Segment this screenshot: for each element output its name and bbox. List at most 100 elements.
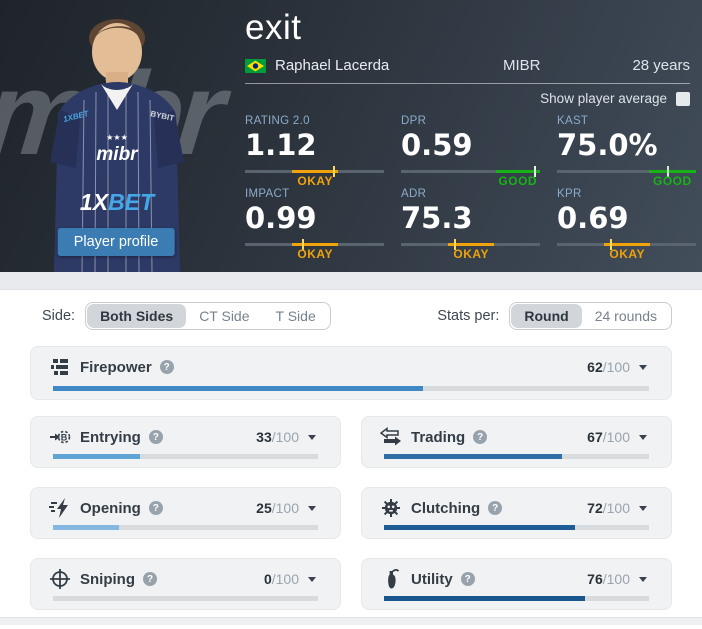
stat-label: RATING 2.0: [245, 115, 310, 127]
player-image: ★★★ mibr 1XBET 1XBET BYBIT: [50, 19, 184, 272]
skill-progress-fill: [384, 454, 562, 459]
player-team[interactable]: MIBR: [503, 57, 541, 74]
help-icon[interactable]: ?: [148, 501, 163, 515]
help-icon[interactable]: ?: [143, 572, 157, 586]
skill-progress-track: [384, 525, 649, 530]
jersey-sponsor: 1XBET: [80, 189, 156, 215]
stat-label: KAST: [557, 115, 589, 127]
stat-verdict: GOOD: [653, 173, 692, 188]
stats-per-toggle: Round 24 rounds: [509, 302, 672, 330]
sniping-icon: [49, 568, 71, 590]
help-icon[interactable]: ?: [473, 430, 488, 444]
skill-score-max: /100: [271, 571, 299, 587]
page-title: exit: [245, 8, 302, 47]
stat-label: DPR: [401, 115, 427, 127]
filter-row: Side: Both Sides CT Side T Side Stats pe…: [42, 302, 672, 330]
help-icon[interactable]: ?: [159, 360, 174, 374]
stat-impact: IMPACT 0.99 OKAY: [245, 187, 384, 261]
header-divider: [245, 83, 690, 84]
skill-score-dropdown[interactable]: 0 /100: [264, 571, 316, 587]
stat-verdict: OKAY: [297, 246, 333, 261]
stat-verdict: OKAY: [297, 173, 333, 188]
skill-progress-fill: [384, 525, 575, 530]
skill-score-dropdown[interactable]: 76 /100: [587, 571, 647, 587]
chevron-down-icon: [639, 364, 647, 370]
stat-adr: ADR 75.3 OKAY: [401, 188, 540, 261]
skill-progress-fill: [53, 386, 423, 391]
stat-bar: GOOD: [557, 165, 696, 188]
skill-progress-track: [53, 454, 318, 459]
stat-bar: OKAY: [401, 238, 540, 261]
skill-card-entrying: B Entrying ? 33 /100: [30, 416, 341, 468]
stat-dpr: DPR 0.59 GOOD: [401, 115, 540, 188]
side-option-t[interactable]: T Side: [275, 308, 316, 324]
stat-label: IMPACT: [245, 187, 290, 200]
help-icon[interactable]: ?: [488, 501, 503, 515]
skill-card-trading: Trading ? 67 /100: [361, 416, 672, 468]
player-info-row: Raphael Lacerda MIBR 28 years: [245, 57, 690, 74]
chevron-down-icon: [639, 505, 647, 511]
stat-verdict: GOOD: [498, 173, 538, 188]
stat-bar: OKAY: [245, 238, 384, 261]
stats-per-option-rounds[interactable]: 24 rounds: [594, 308, 657, 324]
skill-score-max: /100: [271, 500, 299, 516]
stat-value: 75.3: [401, 200, 473, 235]
side-toggle: Both Sides CT Side T Side: [85, 302, 331, 330]
chevron-down-icon: [308, 505, 316, 511]
stats-per-option-round[interactable]: Round: [511, 304, 582, 328]
stat-value: 0.69: [557, 200, 629, 235]
svg-text:B: B: [61, 433, 68, 443]
skill-name: Trading: [411, 428, 466, 446]
skill-name: Sniping: [80, 570, 135, 588]
skill-score-max: /100: [602, 500, 630, 516]
stat-value: 0.99: [245, 200, 317, 235]
player-profile-button[interactable]: Player profile: [57, 228, 175, 256]
skill-score-dropdown[interactable]: 67 /100: [587, 429, 647, 445]
skill-score-dropdown[interactable]: 25 /100: [256, 500, 316, 516]
skill-card-firepower: Firepower ? 62 /100: [30, 346, 672, 400]
stat-rating: RATING 2.0 1.12 OKAY: [245, 115, 384, 188]
stat-kast: KAST 75.0% GOOD: [557, 115, 696, 188]
help-icon[interactable]: ?: [148, 430, 163, 444]
skill-progress-fill: [53, 525, 120, 530]
player-age: 28 years: [632, 57, 690, 74]
skill-progress-fill: [384, 596, 586, 601]
skill-score: 33: [256, 429, 272, 445]
show-average-checkbox[interactable]: [676, 91, 690, 106]
skill-name: Opening: [80, 499, 141, 517]
skill-progress-track: [53, 596, 318, 601]
stat-verdict: OKAY: [609, 246, 645, 261]
chevron-down-icon: [308, 434, 316, 440]
skills-section: Side: Both Sides CT Side T Side Stats pe…: [0, 272, 702, 625]
section-footer-strip: [0, 617, 702, 625]
stat-label: KPR: [557, 187, 582, 200]
skill-cards: Firepower ? 62 /100: [30, 346, 672, 629]
skill-score-dropdown[interactable]: 33 /100: [256, 429, 316, 445]
skill-card-utility: Utility ? 76 /100: [361, 558, 672, 610]
show-average-row: Show player average: [245, 91, 690, 106]
stat-bar: GOOD: [401, 165, 540, 188]
help-icon[interactable]: ?: [460, 572, 475, 586]
stat-value: 0.59: [401, 128, 473, 162]
section-gap: [0, 272, 702, 290]
brazil-flag-icon: [245, 58, 266, 73]
skill-progress-fill: [53, 454, 141, 459]
skill-name: Entrying: [80, 428, 141, 446]
stat-verdict: OKAY: [453, 246, 489, 261]
stat-value: 1.12: [245, 128, 317, 162]
skill-score: 62: [587, 359, 603, 375]
skill-name: Firepower: [80, 358, 152, 376]
skill-score-max: /100: [602, 359, 630, 375]
side-option-both[interactable]: Both Sides: [87, 304, 187, 328]
side-label: Side:: [42, 308, 76, 324]
skill-score-max: /100: [602, 571, 630, 587]
skill-name: Utility: [411, 570, 453, 588]
skill-score-max: /100: [271, 429, 299, 445]
side-option-ct[interactable]: CT Side: [199, 308, 250, 324]
skill-score-dropdown[interactable]: 62 /100: [587, 359, 647, 375]
skill-progress-track: [53, 525, 318, 530]
skill-score-dropdown[interactable]: 72 /100: [587, 500, 647, 516]
skill-score-max: /100: [602, 429, 630, 445]
skill-card-clutching: Clutching ? 72 /100: [361, 487, 672, 539]
chevron-down-icon: [639, 576, 647, 582]
